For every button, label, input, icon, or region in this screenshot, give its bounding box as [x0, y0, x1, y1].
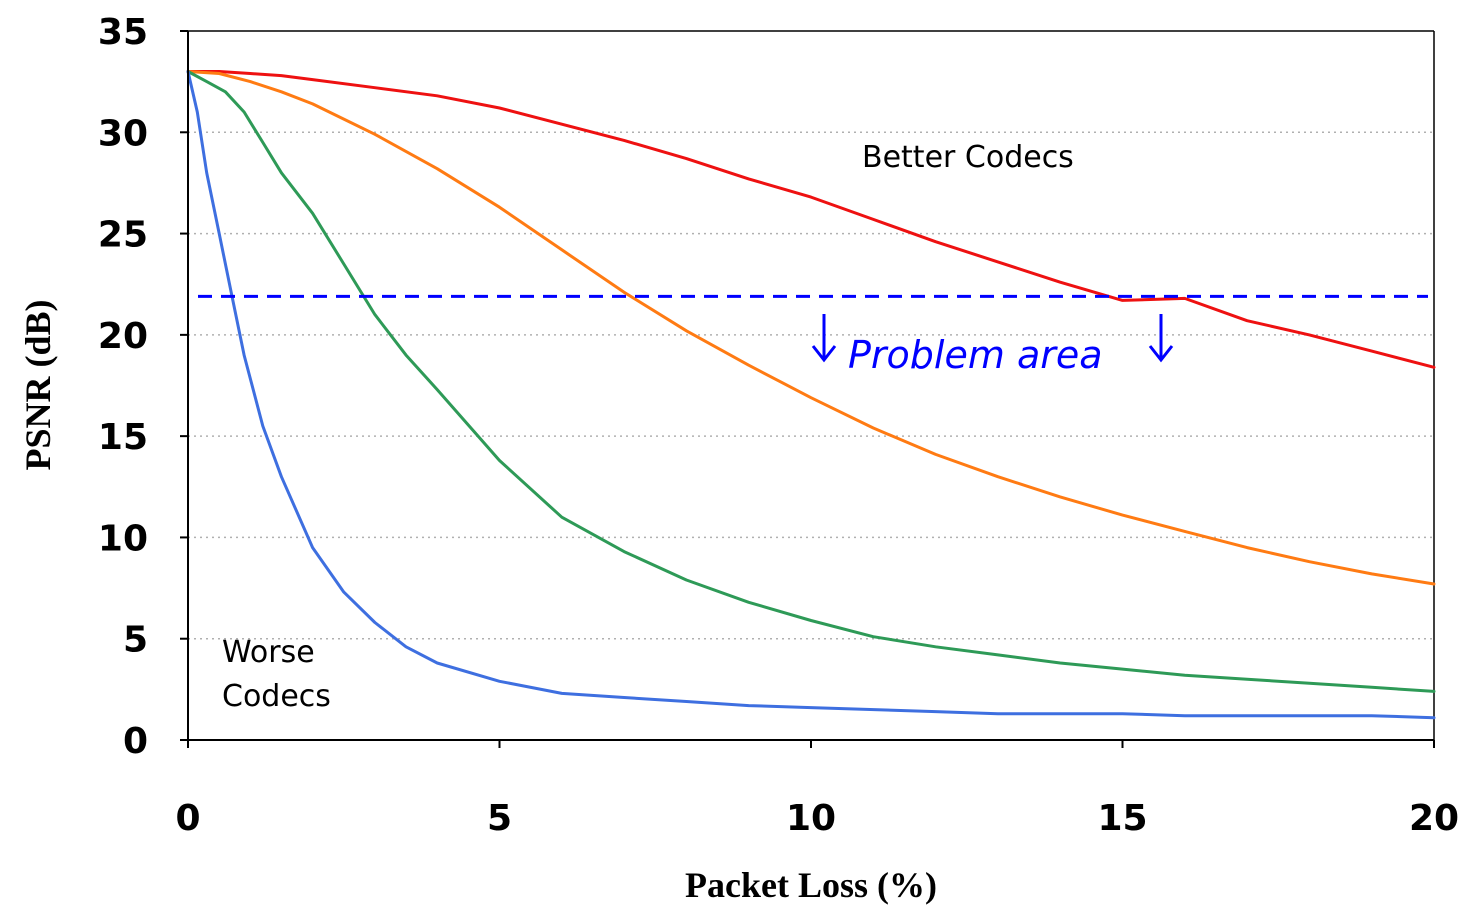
annotation-worse-codecs-line1: Worse [222, 635, 315, 670]
y-tick-label: 30 [98, 113, 148, 154]
y-tick-label: 20 [98, 316, 148, 357]
annotation-problem-area: Problem area [848, 333, 1103, 377]
tick-labels: 0 5 10 15 20 25 30 35 0 5 10 15 20 [98, 12, 1459, 839]
tick-marks [180, 30, 1435, 748]
x-tick-label: 10 [786, 798, 836, 839]
y-tick-label: 25 [98, 215, 148, 256]
series-line-4 [186, 70, 1436, 720]
y-tick-label: 35 [98, 12, 148, 53]
y-tick-label: 15 [98, 417, 148, 458]
y-axis-title: PSNR (dB) [18, 299, 58, 470]
y-tick-label: 5 [123, 620, 148, 661]
x-tick-label: 5 [487, 798, 512, 839]
down-arrow-icon [1148, 314, 1174, 363]
series-line-2 [186, 70, 1436, 586]
x-tick-label: 15 [1097, 798, 1147, 839]
grid-lines [188, 30, 1435, 740]
series-layer [186, 70, 1436, 720]
annotation-better-codecs: Better Codecs [862, 140, 1074, 175]
axes [187, 31, 1434, 741]
annotation-worse-codecs-line2: Codecs [222, 679, 331, 714]
series-line-1 [186, 70, 1436, 369]
x-axis-title: Packet Loss (%) [685, 865, 937, 905]
series-line-3 [186, 70, 1436, 693]
x-tick-label: 20 [1409, 798, 1459, 839]
y-tick-label: 0 [123, 721, 148, 762]
down-arrow-icon [811, 314, 837, 363]
problem-arrows [811, 314, 1174, 363]
x-tick-label: 0 [175, 798, 200, 839]
y-tick-label: 10 [98, 518, 148, 559]
